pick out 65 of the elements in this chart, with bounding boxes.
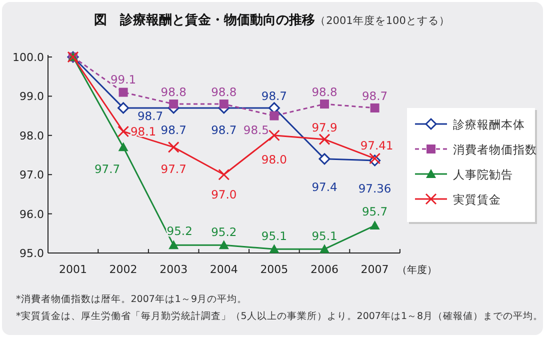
chart-subtitle: （2001年度を100とする） (315, 14, 450, 27)
y-tick-label: 97.0 (20, 168, 44, 182)
data-label: 95.7 (362, 204, 388, 219)
data-label: 95.1 (261, 229, 288, 244)
point (318, 153, 330, 165)
point (118, 102, 130, 114)
data-label: 98.7 (211, 122, 237, 137)
x-tick-label: 2007 (360, 263, 389, 276)
data-label: 97.41 (360, 138, 394, 153)
point (168, 240, 179, 250)
data-label: 95.2 (211, 225, 237, 240)
data-label: 98.7 (137, 108, 164, 123)
x-tick-label: 2004 (210, 263, 238, 276)
x-tick-label: 2005 (260, 263, 288, 276)
data-label: 97.36 (358, 181, 392, 196)
point (118, 142, 128, 152)
legend-label: 消費者物価指数 (453, 142, 537, 156)
y-tick-label: 95.0 (20, 247, 44, 260)
data-label: 98.1 (130, 124, 156, 138)
legend-label: 実質賃金 (453, 192, 501, 206)
x-tick-label: 2006 (310, 263, 338, 276)
data-label: 98.7 (362, 88, 388, 103)
x-tick-label: 2003 (160, 263, 188, 276)
point (320, 244, 330, 254)
point (118, 126, 130, 138)
text: *実質賃金は、厚生労働省「毎月勤労統計調査」（5人以上の事業所）より。2007年は1～8月（確報値）までの平均。 (16, 310, 544, 322)
point (218, 168, 230, 180)
data-label: 97.9 (312, 120, 338, 134)
y-tick-label: 98.0 (20, 129, 44, 142)
data-label: 98.8 (160, 85, 186, 100)
point (270, 111, 279, 120)
data-label: 95.1 (312, 229, 338, 244)
data-label: 97.0 (211, 188, 237, 202)
legend-label: 診療報酬本体 (453, 118, 525, 132)
data-label: 98.7 (160, 122, 186, 137)
point (320, 100, 329, 109)
data-label: 97.7 (94, 162, 120, 176)
point (318, 134, 330, 146)
point (169, 100, 178, 109)
data-label: 97.7 (160, 162, 186, 176)
text: *消費者物価指数は暦年。2007年は1～9月の平均。 (16, 293, 248, 305)
y-tick-label: 99.0 (20, 90, 44, 104)
data-label: 98.8 (312, 85, 338, 100)
data-label: 95.2 (166, 224, 192, 238)
y-tick-label: 96.0 (20, 208, 44, 221)
point (219, 100, 228, 109)
data-label: 99.1 (110, 72, 136, 86)
data-label: 98.8 (211, 85, 237, 100)
data-label: 98.0 (261, 152, 288, 166)
data-label: 98.5 (243, 122, 270, 137)
data-label: 98.7 (261, 88, 288, 103)
point (269, 244, 280, 254)
point (268, 130, 280, 142)
x-tick-label: 2002 (109, 263, 138, 276)
point (370, 103, 380, 112)
data-label: 97.4 (312, 180, 338, 194)
chart-title: 図 診療報酬と賃金・物価動向の推移 (94, 12, 316, 28)
y-tick-label: 100.0 (12, 51, 44, 64)
x-tick-label: 2001 (59, 263, 87, 276)
point (118, 88, 128, 97)
legend-label: 人事院勧告 (453, 168, 513, 182)
point (168, 141, 180, 153)
x-axis-title: （年度） (396, 264, 437, 276)
point (370, 220, 380, 230)
point (218, 240, 229, 250)
